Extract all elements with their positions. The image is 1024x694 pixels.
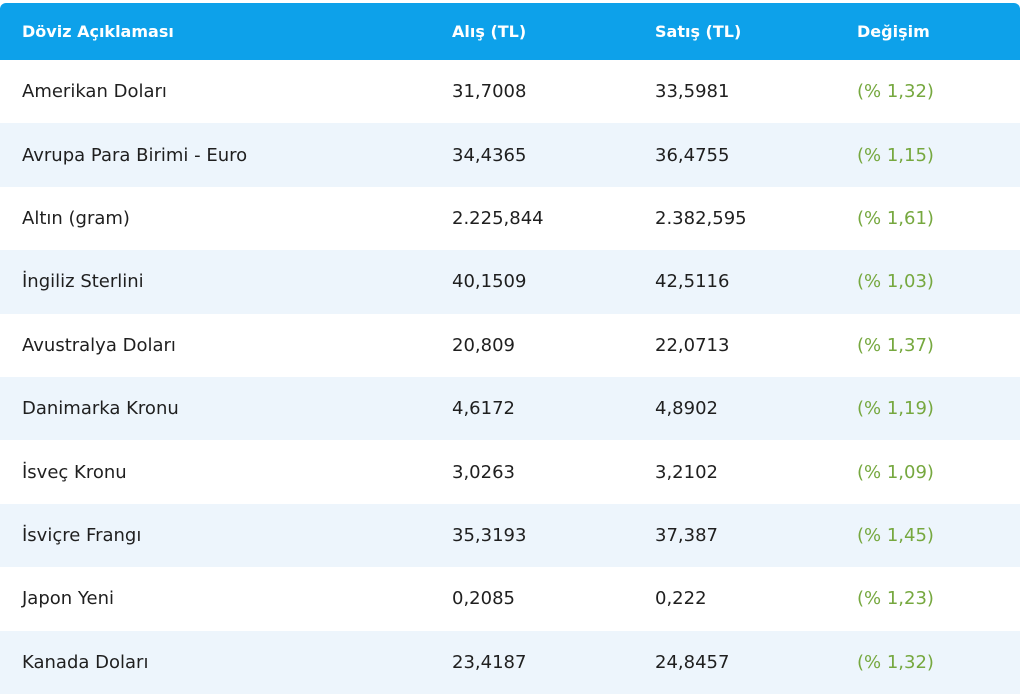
header-buy: Alış (TL) [452,22,527,41]
sell-rate: 2.382,595 [655,207,747,229]
change-percent: (% 1,45) [857,524,934,546]
currency-name: Japon Yeni [22,588,114,610]
buy-rate: 0,2085 [452,588,515,610]
change-percent: (% 1,37) [857,334,934,356]
currency-name: Avustralya Doları [22,334,176,356]
change-percent: (% 1,23) [857,588,934,610]
buy-rate: 4,6172 [452,398,515,420]
header-change: Değişim [857,22,930,41]
change-percent: (% 1,32) [857,81,934,103]
currency-name: Altın (gram) [22,207,130,229]
table-row: Avrupa Para Birimi - Euro 34,4365 36,475… [0,123,1020,187]
sell-rate: 0,222 [655,588,707,610]
currency-name: Avrupa Para Birimi - Euro [22,144,248,166]
header-sell: Satış (TL) [655,22,742,41]
table-row: Japon Yeni 0,2085 0,222 (% 1,23) [0,567,1020,630]
currency-name: Kanada Doları [22,651,149,673]
currency-table: Döviz Açıklaması Alış (TL) Satış (TL) De… [0,3,1020,694]
change-percent: (% 1,03) [857,271,934,293]
table-row: İngiliz Sterlini 40,1509 42,5116 (% 1,03… [0,250,1020,314]
sell-rate: 4,8902 [655,398,718,420]
header-currency-description: Döviz Açıklaması [22,22,174,41]
change-percent: (% 1,09) [857,461,934,483]
table-row: Danimarka Kronu 4,6172 4,8902 (% 1,19) [0,376,1020,441]
buy-rate: 35,3193 [452,524,527,546]
sell-rate: 24,8457 [655,651,730,673]
sell-rate: 22,0713 [655,334,730,356]
buy-rate: 20,809 [452,334,515,356]
table-header: Döviz Açıklaması Alış (TL) Satış (TL) De… [0,3,1020,60]
currency-name: Danimarka Kronu [22,398,179,420]
table-row: Avustralya Doları 20,809 22,0713 (% 1,37… [0,314,1020,377]
sell-rate: 36,4755 [655,144,730,166]
sell-rate: 37,387 [655,524,718,546]
change-percent: (% 1,19) [857,398,934,420]
change-percent: (% 1,15) [857,144,934,166]
buy-rate: 34,4365 [452,144,527,166]
table-row: İsveç Kronu 3,0263 3,2102 (% 1,09) [0,440,1020,503]
currency-name: İsveç Kronu [22,461,127,483]
buy-rate: 31,7008 [452,81,527,103]
currency-name: İngiliz Sterlini [22,271,144,293]
sell-rate: 3,2102 [655,461,718,483]
table-row: Amerikan Doları 31,7008 33,5981 (% 1,32) [0,60,1020,123]
table-row: Altın (gram) 2.225,844 2.382,595 (% 1,61… [0,187,1020,250]
change-percent: (% 1,32) [857,651,934,673]
buy-rate: 2.225,844 [452,207,544,229]
buy-rate: 23,4187 [452,651,527,673]
buy-rate: 40,1509 [452,271,527,293]
buy-rate: 3,0263 [452,461,515,483]
currency-name: Amerikan Doları [22,81,167,103]
table-row: İsviçre Frangı 35,3193 37,387 (% 1,45) [0,503,1020,568]
sell-rate: 42,5116 [655,271,730,293]
change-percent: (% 1,61) [857,207,934,229]
currency-name: İsviçre Frangı [22,524,142,546]
table-row: Kanada Doları 23,4187 24,8457 (% 1,32) [0,630,1020,694]
sell-rate: 33,5981 [655,81,730,103]
